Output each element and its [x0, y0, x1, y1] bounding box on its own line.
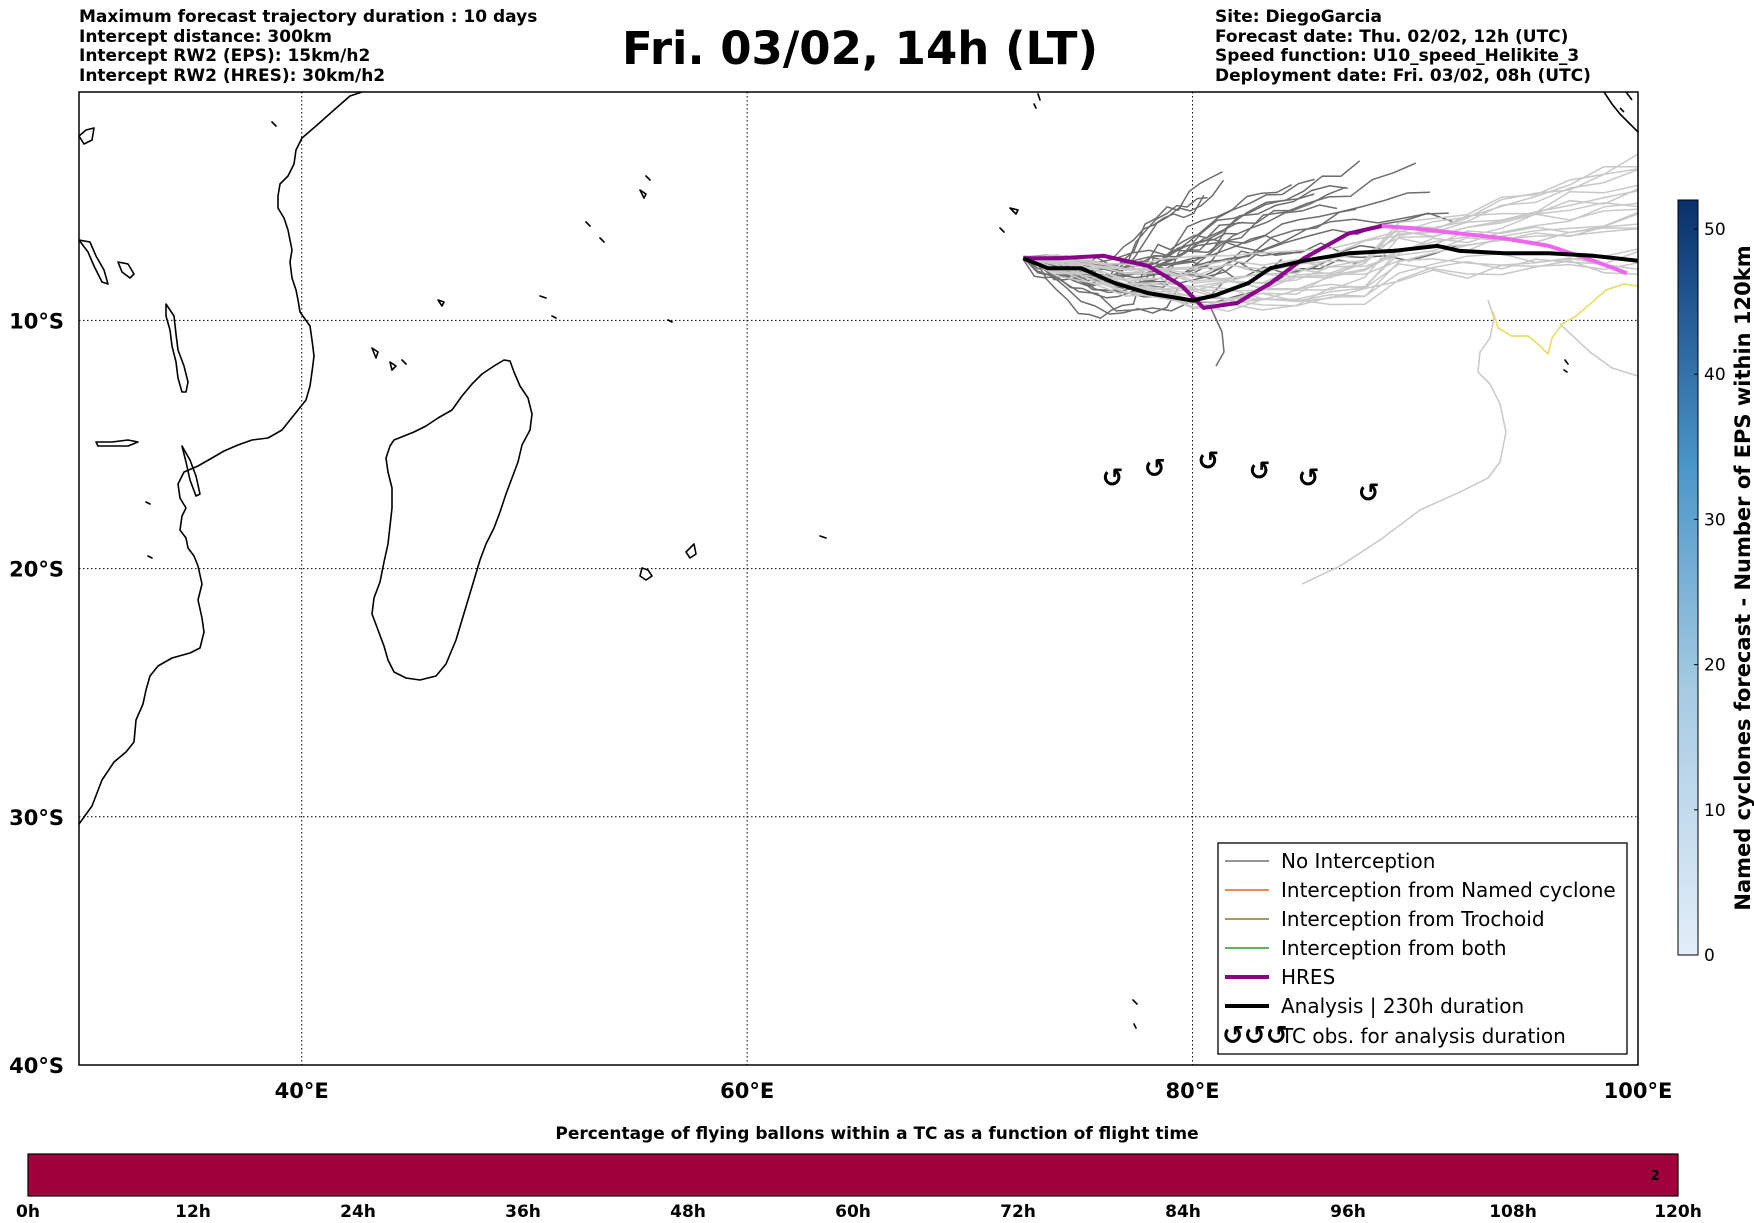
latitude-labels: 10°S 20°S 30°S 40°S [9, 309, 64, 1078]
flight-time-tick-label: 84h [1165, 1202, 1201, 1222]
flight-time-tick-label: 96h [1330, 1202, 1366, 1222]
eps-track-40 [1022, 184, 1638, 304]
lon-label-40: 40°E [275, 1079, 329, 1103]
longitude-labels: 40°E 60°E 80°E 100°E [275, 1079, 1673, 1103]
tc-obs-marker: ↺ [1144, 454, 1166, 484]
legend-label-named-cyclone: Interception from Named cyclone [1281, 878, 1616, 902]
flight-time-colorbar-title: Percentage of flying ballons within a TC… [555, 1124, 1198, 1144]
eps-track-south-2 [1209, 305, 1225, 367]
lon-label-100: 100°E [1604, 1079, 1673, 1103]
flight-time-tick-label: 0h [16, 1202, 40, 1222]
deployment-date: Deployment date: Fri. 03/02, 08h (UTC) [1215, 65, 1591, 86]
coastline-lake-victoria [117, 261, 135, 279]
flight-time-tick-label: 24h [340, 1202, 376, 1222]
eps-track-south-3 [1559, 323, 1638, 377]
flight-time-tick-label: 108h [1489, 1202, 1537, 1222]
cyclone-colorbar-label: Named cyclones forecast - Number of EPS … [1731, 245, 1754, 910]
legend-label-tc-obs: TC obs. for analysis duration [1280, 1024, 1566, 1048]
tc-obs-marker: ↺ [1101, 464, 1123, 494]
cyclone-colorbar-tick-label: 20 [1704, 656, 1726, 676]
flight-time-tick-label: 12h [175, 1202, 211, 1222]
lat-label-30: 30°S [9, 806, 64, 830]
coastlines [79, 92, 1638, 1029]
speed-function: Speed function: U10_speed_Helikite_3 [1215, 46, 1580, 66]
coastline-mauritius [639, 567, 653, 581]
cyclone-colorbar-gradient [1677, 199, 1699, 956]
tc-obs-marker: ↺ [1297, 464, 1319, 494]
flight-time-tick-label: 60h [835, 1202, 871, 1222]
legend-label-both: Interception from both [1281, 936, 1507, 960]
site-name: Site: DiegoGarcia [1215, 7, 1382, 27]
eps-track-34 [1023, 202, 1638, 311]
analysis-track [1022, 243, 1638, 303]
coastline-lake-south [95, 439, 139, 447]
cyclone-colorbar-tick-label: 0 [1704, 946, 1715, 966]
legend-label-analysis: Analysis | 230h duration [1281, 994, 1524, 1018]
legend-box [1217, 842, 1628, 1055]
flight-time-colorbar-end-label: 2 [1650, 1169, 1659, 1184]
hres-track-late [1381, 224, 1628, 276]
coastline-seychelles [585, 175, 651, 243]
lat-label-20: 20°S [9, 558, 64, 582]
legend-label-trochoid: Interception from Trochoid [1281, 907, 1545, 931]
eps-track-45 [1023, 208, 1638, 270]
param-max-duration: Maximum forecast trajectory duration : 1… [79, 7, 538, 27]
eps-track-30 [1022, 228, 1638, 309]
eps-trajectories [1022, 153, 1638, 585]
coastline-lake-north [79, 239, 109, 285]
cyclone-colorbar-tick-label: 50 [1704, 220, 1726, 240]
cyclone-colorbar: 0 10 20 30 40 50 Named cyclones forecast - Nu… [1677, 199, 1754, 966]
eps-track-41 [1023, 223, 1638, 274]
site-info: Site: DiegoGarcia Forecast date: Thu. 02… [1215, 7, 1591, 86]
map-title: Fri. 03/02, 14h (LT) [621, 22, 1099, 75]
legend-label-hres: HRES [1281, 965, 1335, 989]
tc-obs-marker: ↺ [1358, 479, 1380, 509]
legend: No Interception Interception from Named … [1217, 842, 1628, 1055]
coastline-small-islands [145, 121, 1569, 1029]
legend-tc-obs-symbol: ↺↺↺ [1222, 1021, 1287, 1051]
coastline-madagascar [371, 359, 533, 681]
coastline-sumatra-tip [1603, 92, 1638, 133]
flight-time-tick-label: 36h [505, 1202, 541, 1222]
eps-track-19 [1022, 238, 1222, 320]
flight-time-tick-label: 120h [1654, 1202, 1702, 1222]
cyclone-colorbar-tick-label: 10 [1704, 801, 1726, 821]
map-frame [78, 91, 1639, 1066]
coastline-east-africa-lakes [165, 303, 189, 393]
tc-obs-marker: ↺ [1248, 456, 1270, 486]
coastline-comoros [371, 347, 407, 371]
cyclone-colorbar-tick-label: 30 [1704, 510, 1726, 530]
forecast-date: Forecast date: Thu. 02/02, 12h (UTC) [1215, 26, 1569, 47]
tc-observations: ↺ ↺ ↺ ↺ ↺ ↺ [1101, 446, 1379, 508]
coastline-africa [79, 92, 363, 825]
coastline-reunion [685, 543, 697, 559]
trochoid-track [1492, 283, 1638, 356]
cyclone-colorbar-ticks: 0 10 20 30 40 50 [1694, 220, 1726, 966]
forecast-parameters: Maximum forecast trajectory duration : 1… [79, 7, 538, 86]
param-intercept-eps: Intercept RW2 (EPS): 15km/h2 [79, 46, 371, 66]
lat-label-10: 10°S [9, 309, 64, 333]
flight-time-tick-label: 72h [1000, 1202, 1036, 1222]
cyclone-colorbar-tick-label: 40 [1704, 365, 1726, 385]
hres-track [1023, 224, 1383, 310]
eps-track-south-1 [1301, 299, 1507, 585]
flight-time-colorbar-bar [27, 1153, 1679, 1197]
coastline-lake-malawi [181, 445, 201, 497]
coastline-maldives [999, 93, 1041, 233]
param-intercept-distance: Intercept distance: 300km [79, 26, 332, 47]
tc-obs-marker: ↺ [1197, 446, 1219, 476]
lat-label-40: 40°S [9, 1054, 64, 1078]
flight-time-colorbar: Percentage of flying ballons within a TC… [16, 1124, 1702, 1222]
param-intercept-hres: Intercept RW2 (HRES): 30km/h2 [79, 65, 386, 86]
legend-label-no-interception: No Interception [1281, 849, 1435, 873]
coastline-north-coast [79, 127, 95, 145]
lon-label-80: 80°E [1166, 1079, 1220, 1103]
flight-time-tick-label: 48h [670, 1202, 706, 1222]
lon-label-60: 60°E [720, 1079, 774, 1103]
flight-time-colorbar-ticks: 0h 12h 24h 36h 48h 60h 72h 84h 96h 108h 120h [16, 1202, 1702, 1222]
eps-track-2 [1023, 191, 1430, 280]
